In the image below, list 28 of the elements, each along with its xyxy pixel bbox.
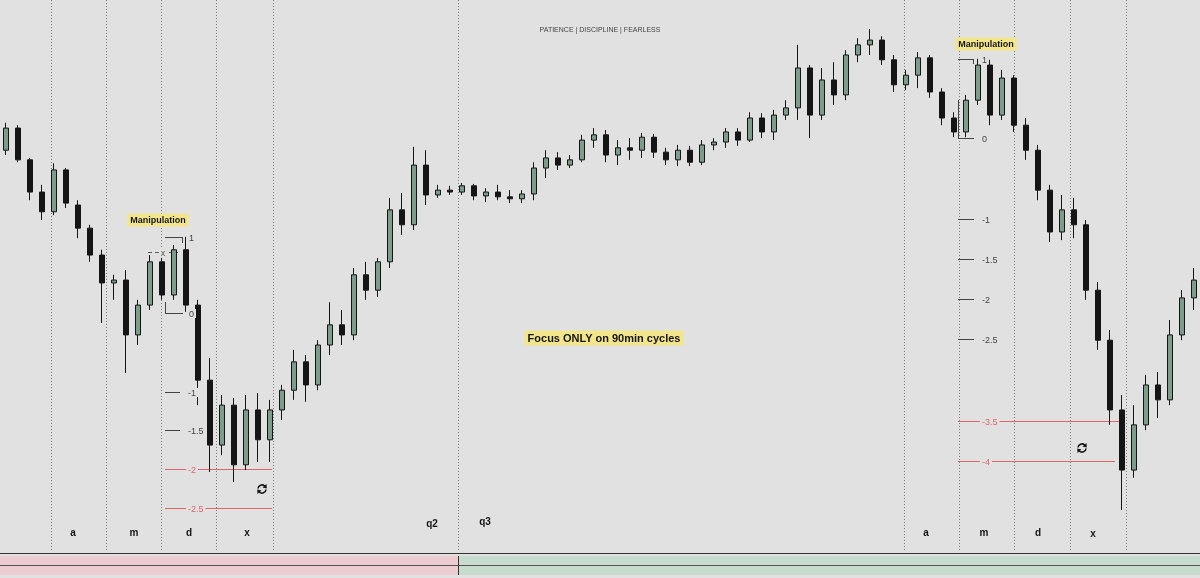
text: a <box>70 526 77 538</box>
annotation: -4 <box>982 456 991 467</box>
text: q3 <box>479 515 492 527</box>
text: x <box>1090 527 1097 539</box>
text: x <box>244 526 251 538</box>
annotation: -1 <box>188 387 197 398</box>
annotation: -1.5 <box>982 254 998 265</box>
annotation: -3.5 <box>982 416 998 427</box>
text: d <box>185 526 193 538</box>
text: m <box>979 526 989 538</box>
annotation: -2 <box>982 294 991 305</box>
annotation: Focus ONLY on 90min cycles <box>527 332 681 344</box>
annotation: 0 <box>982 133 988 144</box>
annotation: -1 <box>982 214 991 225</box>
text: q2 <box>426 517 439 529</box>
text: m <box>129 526 139 538</box>
annotation: Manipulation <box>130 215 186 225</box>
text: a <box>923 526 930 538</box>
annotation: 1 <box>982 54 988 65</box>
annotation: 0 <box>189 308 195 319</box>
text: d <box>1034 526 1042 538</box>
annotation: -2.5 <box>188 503 204 514</box>
annotation: 1 <box>189 232 195 243</box>
annotation: -1.5 <box>188 425 204 436</box>
annotation: -2.5 <box>982 334 998 345</box>
ref-line-label: x <box>160 247 166 258</box>
annotation: -2 <box>188 464 197 475</box>
annotation: Manipulation <box>958 39 1014 49</box>
